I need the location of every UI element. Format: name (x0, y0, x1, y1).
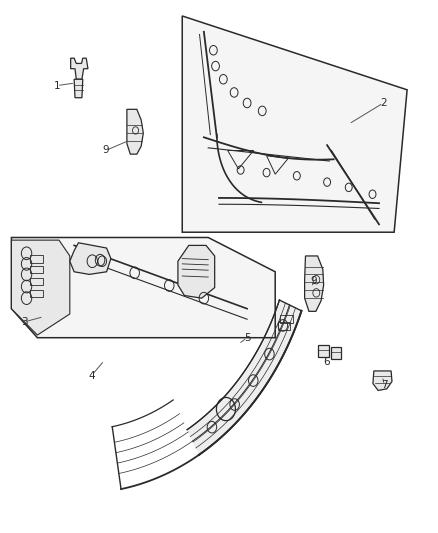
Bar (30, 278, 43, 286)
Polygon shape (304, 256, 324, 311)
Polygon shape (70, 243, 111, 274)
Text: 9: 9 (310, 276, 317, 286)
Text: 4: 4 (88, 370, 95, 381)
Polygon shape (11, 240, 70, 335)
Polygon shape (318, 344, 329, 357)
Bar (280, 315, 293, 323)
Text: 2: 2 (380, 98, 387, 108)
Text: 1: 1 (53, 80, 60, 91)
Polygon shape (373, 371, 392, 391)
Bar (30, 266, 43, 273)
Polygon shape (71, 58, 88, 79)
Polygon shape (331, 346, 341, 359)
Polygon shape (11, 238, 275, 338)
Bar (278, 322, 290, 330)
Polygon shape (74, 79, 83, 98)
Text: 6: 6 (323, 358, 329, 367)
Polygon shape (187, 300, 301, 455)
Polygon shape (182, 16, 407, 232)
Text: 3: 3 (21, 317, 28, 327)
Text: 5: 5 (244, 333, 251, 343)
Bar (30, 290, 43, 297)
Text: 7: 7 (381, 380, 388, 390)
Bar (30, 255, 43, 263)
Polygon shape (178, 245, 215, 298)
Text: 9: 9 (102, 146, 109, 156)
Polygon shape (127, 109, 143, 154)
